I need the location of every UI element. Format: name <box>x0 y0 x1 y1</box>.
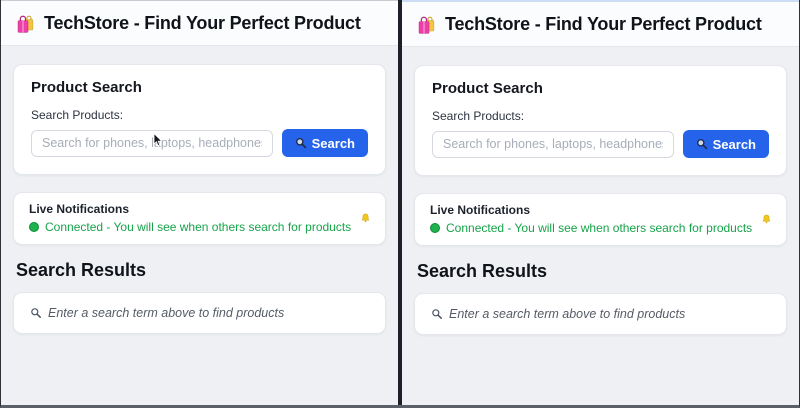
empty-results-text: Enter a search term above to find produc… <box>48 306 285 320</box>
client-panel-right: TechStore - Find Your Perfect Product Pr… <box>402 0 799 405</box>
connection-status: Connected - You will see when others sea… <box>430 221 752 235</box>
page-title: TechStore - Find Your Perfect Product <box>44 12 361 33</box>
connection-status-text: Connected - You will see when others sea… <box>446 221 753 235</box>
search-results-card: Enter a search term above to find produc… <box>13 292 386 334</box>
green-dot-icon <box>430 223 440 233</box>
search-input-label: Search Products: <box>432 109 525 123</box>
search-card-title: Product Search <box>432 80 543 97</box>
page-title: TechStore - Find Your Perfect Product <box>445 13 762 34</box>
search-input[interactable] <box>432 130 674 158</box>
client-panel-left: TechStore - Find Your Perfect Product Pr… <box>1 0 398 405</box>
notifications-title: Live Notifications <box>430 203 531 217</box>
panel-divider <box>398 0 402 405</box>
connection-status-text: Connected - You will see when others sea… <box>45 220 352 234</box>
shopping-bags-icon <box>416 14 437 35</box>
app-header: TechStore - Find Your Perfect Product <box>1 1 398 46</box>
search-button[interactable]: Search <box>682 130 769 158</box>
page-content: Product Search Search Products: Search <box>402 47 799 335</box>
notifications-title: Live Notifications <box>29 202 130 216</box>
app-header: TechStore - Find Your Perfect Product <box>402 2 799 47</box>
product-search-card: Product Search Search Products: Search <box>414 65 787 176</box>
shopping-bags-icon <box>15 13 36 34</box>
search-card-title: Product Search <box>31 79 142 96</box>
live-notifications-card: Live Notifications Connected - You will … <box>13 192 386 245</box>
search-results-heading: Search Results <box>417 261 548 281</box>
magnifier-icon <box>431 308 443 320</box>
search-input-label: Search Products: <box>31 108 124 122</box>
bell-icon <box>762 214 771 224</box>
product-search-card: Product Search Search Products: Search <box>13 64 386 175</box>
live-notifications-card: Live Notifications Connected - You will … <box>414 193 787 246</box>
search-results-card: Enter a search term above to find produc… <box>414 293 787 335</box>
magnifier-icon <box>30 307 42 319</box>
search-button-label: Search <box>311 135 355 151</box>
magnifier-icon <box>295 137 307 149</box>
search-button-label: Search <box>712 136 756 152</box>
connection-status: Connected - You will see when others sea… <box>29 220 351 234</box>
search-results-heading: Search Results <box>16 260 147 280</box>
bell-icon <box>361 213 370 223</box>
magnifier-icon <box>696 138 708 150</box>
search-input[interactable] <box>31 129 273 157</box>
search-button[interactable]: Search <box>281 129 368 157</box>
empty-results-text: Enter a search term above to find produc… <box>449 307 686 321</box>
page-content: Product Search Search Products: Search <box>1 46 398 334</box>
green-dot-icon <box>29 222 39 232</box>
